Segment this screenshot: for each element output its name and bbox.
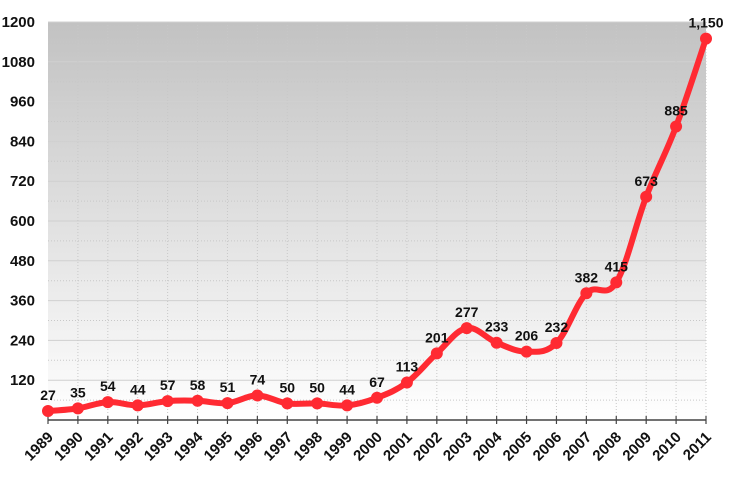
x-tick-label: 2000 bbox=[350, 429, 386, 465]
data-point bbox=[490, 336, 503, 349]
y-tick-label: 120 bbox=[10, 372, 35, 389]
data-label: 58 bbox=[190, 377, 206, 393]
x-tick-label: 2006 bbox=[530, 429, 566, 465]
x-axis: 1989199019911992199319941995199619971998… bbox=[21, 416, 715, 464]
data-label: 201 bbox=[425, 329, 449, 345]
data-label: 67 bbox=[369, 374, 385, 390]
y-tick-label: 360 bbox=[10, 293, 35, 310]
x-tick-label: 2009 bbox=[619, 429, 655, 465]
x-tick-label: 1991 bbox=[81, 429, 117, 465]
data-point bbox=[460, 322, 473, 335]
x-tick-label: 1989 bbox=[21, 429, 57, 465]
data-labels: 27 35 54 44 57 58 51 74 50 50 44 67 113 201 277 233 206 2… bbox=[40, 15, 724, 403]
x-tick-label: 1993 bbox=[141, 429, 177, 465]
y-tick-label: 840 bbox=[10, 133, 35, 150]
y-tick-label: 240 bbox=[10, 332, 35, 349]
data-point bbox=[221, 397, 234, 410]
data-point bbox=[371, 391, 383, 404]
data-point bbox=[161, 395, 174, 408]
x-tick-label: 1990 bbox=[51, 429, 87, 465]
data-label: 51 bbox=[220, 379, 236, 395]
data-points bbox=[42, 32, 712, 418]
y-tick-label: 480 bbox=[10, 253, 35, 270]
x-tick-label: 1997 bbox=[260, 429, 296, 465]
data-point bbox=[131, 399, 144, 412]
data-label: 113 bbox=[396, 359, 419, 375]
x-tick-label: 2011 bbox=[680, 429, 715, 464]
data-point bbox=[191, 394, 204, 407]
x-tick-label: 1992 bbox=[111, 429, 147, 465]
data-point bbox=[281, 397, 294, 410]
data-label: 1,150 bbox=[688, 15, 723, 31]
data-point bbox=[430, 347, 443, 360]
data-point bbox=[71, 402, 84, 415]
data-label: 44 bbox=[130, 381, 146, 397]
x-tick-label: 2003 bbox=[440, 429, 476, 465]
data-label: 27 bbox=[40, 387, 56, 403]
data-label: 673 bbox=[635, 173, 659, 189]
y-tick-label: 960 bbox=[10, 94, 35, 111]
data-label: 233 bbox=[485, 319, 509, 335]
data-point bbox=[670, 120, 683, 133]
data-label: 74 bbox=[250, 371, 266, 387]
x-tick-label: 2002 bbox=[410, 429, 446, 465]
data-label: 415 bbox=[605, 258, 629, 274]
y-tick-label: 600 bbox=[10, 213, 35, 230]
x-tick-label: 2007 bbox=[560, 429, 596, 465]
data-point bbox=[610, 276, 623, 289]
data-label: 277 bbox=[455, 304, 479, 320]
data-label: 44 bbox=[339, 381, 355, 397]
data-point bbox=[550, 337, 563, 350]
y-tick-label: 1200 bbox=[2, 14, 35, 31]
x-tick-label: 2004 bbox=[470, 428, 506, 464]
data-point bbox=[311, 397, 324, 410]
x-tick-label: 1999 bbox=[320, 429, 356, 465]
x-tick-label: 2008 bbox=[589, 429, 625, 465]
data-point bbox=[520, 345, 533, 358]
data-point bbox=[42, 405, 54, 418]
data-point bbox=[580, 287, 593, 300]
data-point bbox=[640, 190, 653, 203]
data-label: 50 bbox=[309, 379, 325, 395]
x-tick-label: 1996 bbox=[231, 429, 267, 465]
y-tick-label: 1080 bbox=[2, 54, 35, 71]
x-tick-label: 1994 bbox=[171, 428, 207, 464]
data-label: 885 bbox=[664, 102, 688, 118]
x-tick-label: 2001 bbox=[380, 429, 416, 465]
data-point bbox=[341, 399, 354, 412]
x-tick-label: 1995 bbox=[201, 429, 237, 465]
data-label: 54 bbox=[100, 378, 116, 394]
data-point bbox=[700, 32, 712, 45]
data-point bbox=[251, 389, 264, 402]
x-tick-label: 1998 bbox=[290, 429, 326, 465]
x-tick-label: 2010 bbox=[649, 429, 685, 465]
x-tick-label: 2005 bbox=[500, 429, 536, 465]
grid-lines bbox=[48, 21, 707, 420]
data-label: 232 bbox=[545, 319, 569, 335]
data-label: 57 bbox=[160, 377, 176, 393]
data-label: 206 bbox=[515, 328, 539, 344]
y-tick-label: 720 bbox=[10, 173, 35, 190]
data-point bbox=[400, 376, 413, 389]
data-label: 382 bbox=[575, 269, 599, 285]
data-label: 35 bbox=[70, 384, 86, 400]
data-point bbox=[101, 396, 114, 409]
y-axis: 120 240 360 480 600 720 840 960 1080 1200 bbox=[2, 14, 35, 389]
data-label: 50 bbox=[279, 379, 295, 395]
